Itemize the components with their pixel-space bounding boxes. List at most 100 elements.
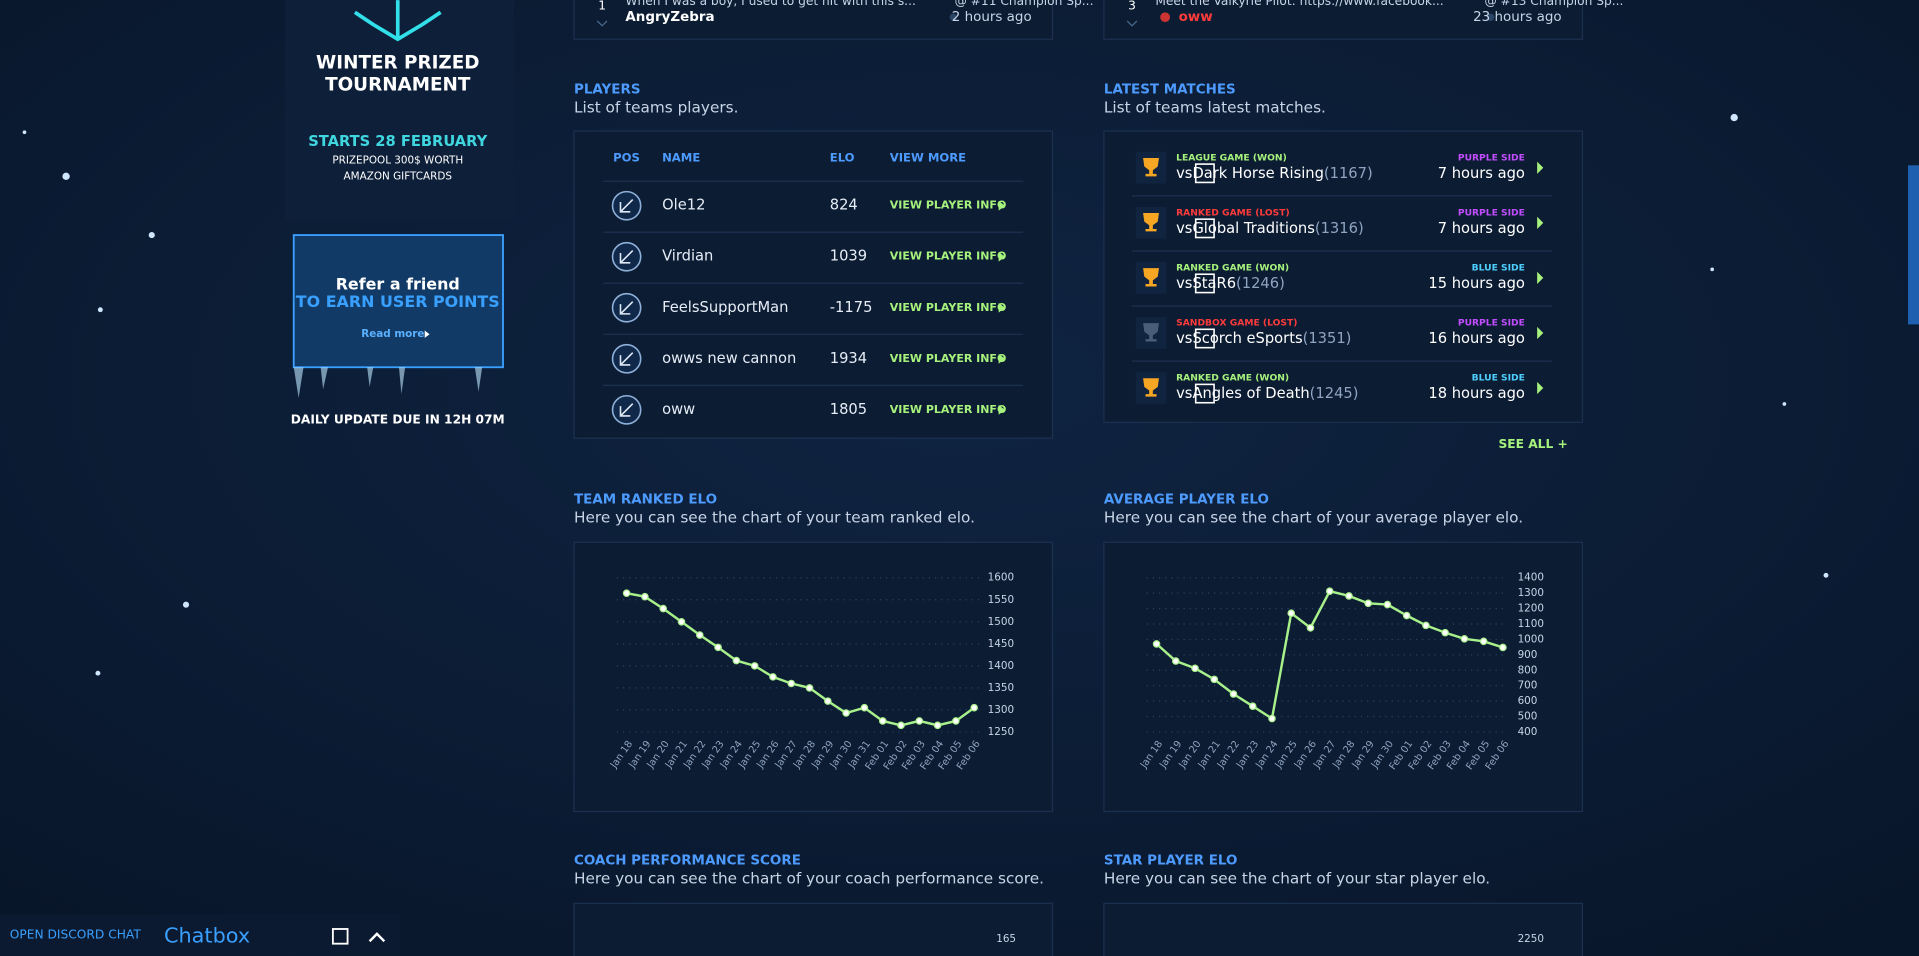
see-all-link[interactable]: SEE ALL +	[1498, 437, 1567, 451]
refer-card[interactable]	[292, 234, 504, 369]
post-card	[1103, 0, 1584, 40]
match-opponent-line: vsScorch eSports(1351)	[1176, 330, 1351, 347]
view-player-link[interactable]: VIEW PLAYER INFO	[890, 250, 1007, 263]
opponent-name[interactable]: Dark Horse Rising	[1192, 165, 1323, 182]
player-elo: 824	[830, 197, 858, 214]
post-excerpt: Meet the Valkyrie Pilot: https://www.fac…	[1155, 0, 1443, 8]
arrow-icon[interactable]	[1537, 326, 1544, 340]
chart-title: TEAM RANKED ELO	[574, 492, 717, 507]
trophy-icon	[1143, 378, 1159, 397]
data-point	[1479, 637, 1488, 646]
data-point	[1229, 690, 1238, 698]
match-time: 15 hours ago	[1428, 275, 1525, 292]
match-side: PURPLE SIDE	[1458, 208, 1525, 219]
column-header: VIEW MORE	[890, 150, 966, 164]
clock-icon	[1486, 13, 1495, 21]
y-tick-label: 700	[1518, 680, 1538, 692]
post-time: 2 hours ago	[952, 10, 1032, 25]
data-point	[641, 592, 649, 601]
view-player-link[interactable]: VIEW PLAYER INFO	[890, 199, 1007, 212]
player-name[interactable]: Virdian	[662, 248, 713, 265]
maximize-button[interactable]	[331, 928, 349, 945]
data-point	[952, 717, 960, 725]
data-point	[1306, 624, 1315, 632]
arrow-icon[interactable]	[1537, 271, 1544, 285]
scrollbar[interactable]	[1907, 165, 1919, 325]
data-point	[1248, 702, 1257, 710]
y-tick-label: 1250	[988, 726, 1014, 738]
match-type: RANKED GAME (WON)	[1176, 263, 1289, 274]
arrow-icon	[424, 330, 430, 338]
arrow-icon[interactable]	[1537, 161, 1544, 174]
player-name[interactable]: Ole12	[662, 197, 705, 214]
view-player-link[interactable]: VIEW PLAYER INFO	[890, 403, 1007, 416]
read-more-link[interactable]: Read more	[361, 328, 424, 340]
tournament-start: STARTS 28 FEBRUARY	[308, 133, 487, 150]
player-elo: -1175	[830, 299, 873, 316]
data-point	[659, 604, 667, 613]
snowflake-icon	[353, 0, 442, 42]
view-player-link[interactable]: VIEW PLAYER INFO	[890, 352, 1007, 365]
post-rank: 3	[1128, 0, 1136, 13]
data-point	[878, 717, 887, 725]
post-author[interactable]: AngryZebra	[625, 10, 714, 25]
trophy-icon	[1143, 157, 1159, 177]
match-time: 18 hours ago	[1428, 385, 1525, 402]
data-point	[860, 703, 869, 712]
y-tick-label: 1600	[988, 572, 1014, 584]
match-type: RANKED GAME (WON)	[1176, 373, 1289, 384]
team-logo	[1194, 218, 1215, 239]
player-icon-glyph	[619, 250, 634, 264]
data-point	[897, 721, 905, 730]
opponent-name[interactable]: Global Traditions	[1192, 220, 1314, 237]
content: 1 When I was a boy, I used to get hit wit…	[573, 0, 1623, 956]
chart-panel	[573, 902, 1054, 956]
data-point	[1152, 640, 1161, 648]
tournament-title: WINTER PRIZED	[316, 53, 479, 74]
team-logo	[1194, 273, 1215, 294]
chart-subtitle: Here you can see the chart of your coach…	[574, 869, 1044, 887]
match-side: PURPLE SIDE	[1458, 318, 1525, 329]
post-card	[573, 0, 1054, 40]
view-player-link[interactable]: VIEW PLAYER INFO	[890, 301, 1007, 314]
arrow-icon	[998, 404, 1005, 415]
section-subtitle: List of teams players.	[574, 98, 738, 116]
arrow-icon	[998, 353, 1005, 364]
arrow-icon[interactable]	[1537, 381, 1544, 395]
match-type: LEAGUE GAME (WON)	[1176, 152, 1287, 163]
tournament-text: WINTER PRIZED TOURNAMENT STARTS 28 FEBRU…	[308, 53, 487, 183]
post-excerpt: When I was a boy, I used to get hit with…	[625, 0, 915, 8]
player-name[interactable]: FeelsSupportMan	[662, 299, 788, 316]
opponent-name[interactable]: Angles of Death	[1192, 385, 1309, 402]
y-tick-label: 1450	[988, 638, 1014, 650]
data-point	[695, 631, 704, 639]
player-name[interactable]: oww	[662, 401, 695, 418]
discord-link[interactable]: OPEN DISCORD CHAT	[10, 928, 142, 942]
daily-update: DAILY UPDATE DUE IN 12H 07M	[291, 412, 505, 426]
y-tick-label: 600	[1518, 695, 1538, 707]
data-point	[1171, 657, 1180, 665]
data-point	[915, 717, 924, 725]
match-opponent-line: vsAngles of Death(1245)	[1176, 385, 1358, 402]
expand-button[interactable]	[368, 932, 386, 943]
chat-title[interactable]: Chatbox	[164, 923, 250, 947]
stars	[22, 113, 1829, 676]
chart-title: STAR PLAYER ELO	[1104, 853, 1238, 868]
vs-label: vs	[1176, 385, 1192, 402]
player-icon-glyph	[619, 352, 634, 366]
player-name[interactable]: owws new cannon	[662, 350, 796, 367]
y-tick-label: 1300	[1518, 587, 1544, 599]
vs-label: vs	[1176, 165, 1192, 182]
arrow-icon[interactable]	[1537, 216, 1544, 229]
opponent-name[interactable]: Scorch eSports	[1192, 330, 1302, 347]
arrow-icon	[998, 302, 1005, 313]
post-author[interactable]: oww	[1179, 10, 1213, 25]
match-side: PURPLE SIDE	[1458, 152, 1525, 163]
chart-subtitle: Here you can see the chart of your avera…	[1104, 508, 1523, 526]
prize-text: AMAZON GIFTCARDS	[344, 170, 453, 182]
vs-label: vs	[1176, 220, 1192, 237]
match-opponent-line: vsStaR6(1246)	[1176, 275, 1285, 292]
opponent-elo: (1245)	[1310, 385, 1359, 402]
